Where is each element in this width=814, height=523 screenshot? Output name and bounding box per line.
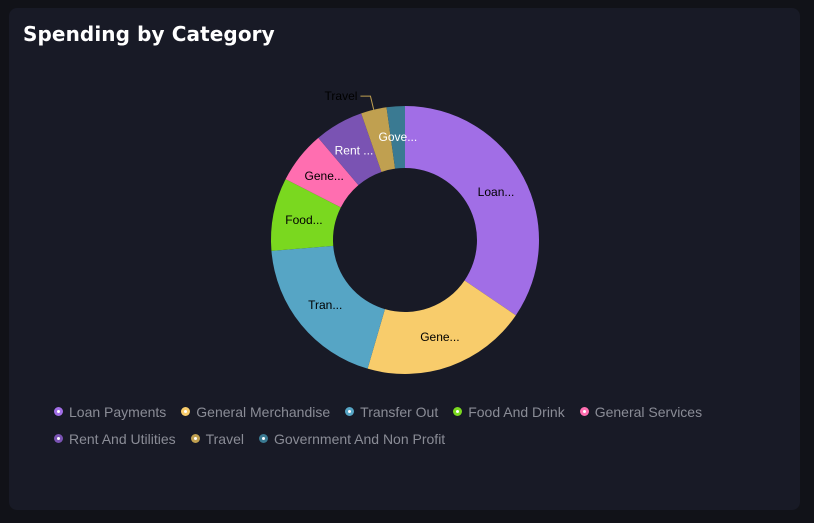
legend-label: General Services xyxy=(594,403,703,420)
slice-rent-and-utilities[interactable] xyxy=(318,113,382,186)
slice-label: Rent ... xyxy=(335,144,374,158)
legend-item-transfer-out[interactable]: Transfer Out xyxy=(345,404,438,420)
legend-item-rent-and-utilities[interactable]: Rent And Utilities xyxy=(54,431,176,447)
slice-travel[interactable] xyxy=(361,107,396,172)
legend-dot-icon xyxy=(259,434,268,443)
slice-leader-line xyxy=(360,95,375,110)
slice-label: Gene... xyxy=(420,330,459,344)
legend-label: Food And Drink xyxy=(468,403,565,420)
legend-item-government-and-non-profit[interactable]: Government And Non Profit xyxy=(259,431,445,447)
legend-dot-icon xyxy=(54,434,63,443)
spending-card: Spending by Category xyxy=(9,8,800,510)
slice-label: Food... xyxy=(285,213,322,227)
slice-government-and-non-profit[interactable] xyxy=(386,106,405,169)
slice-general-services[interactable] xyxy=(285,137,359,208)
slice-label: Loan... xyxy=(478,185,515,199)
legend-dot-icon xyxy=(579,407,589,416)
legend-dot-icon xyxy=(345,407,355,416)
legend-dot-icon xyxy=(181,407,191,416)
legend-label: General Merchandise xyxy=(196,403,331,420)
legend-item-food-and-drink[interactable]: Food And Drink xyxy=(453,404,565,420)
slice-label: Gene... xyxy=(305,169,344,183)
slice-general-merchandise[interactable] xyxy=(367,280,516,374)
legend-label: Rent And Utilities xyxy=(69,430,176,447)
slice-loan-payments[interactable] xyxy=(405,106,539,316)
slice-food-and-drink[interactable] xyxy=(271,179,341,251)
card-title: Spending by Category xyxy=(23,22,275,46)
slice-transfer-out[interactable] xyxy=(271,245,385,369)
legend-label: Transfer Out xyxy=(360,403,439,420)
slice-label: Travel xyxy=(325,89,358,103)
legend-label: Government And Non Profit xyxy=(274,430,446,447)
legend-label: Travel xyxy=(205,430,244,447)
legend-dot-icon xyxy=(453,407,463,416)
legend-item-loan-payments[interactable]: Loan Payments xyxy=(54,404,166,420)
legend-item-general-merchandise[interactable]: General Merchandise xyxy=(181,404,330,420)
slice-label: Tran... xyxy=(308,298,342,312)
legend-row: Loan Payments General Merchandise Transfer… xyxy=(54,398,774,425)
legend-label: Loan Payments xyxy=(69,403,167,420)
legend-dot-icon xyxy=(54,407,63,416)
slice-label: Gove... xyxy=(379,130,418,144)
legend-row: Rent And Utilities Travel Government And N… xyxy=(54,425,774,452)
legend-item-general-services[interactable]: General Services xyxy=(579,403,703,420)
legend-dot-icon xyxy=(190,434,200,443)
legend-item-travel[interactable]: Travel xyxy=(190,430,244,447)
chart-legend: Loan Payments General Merchandise Transfer… xyxy=(54,398,774,452)
